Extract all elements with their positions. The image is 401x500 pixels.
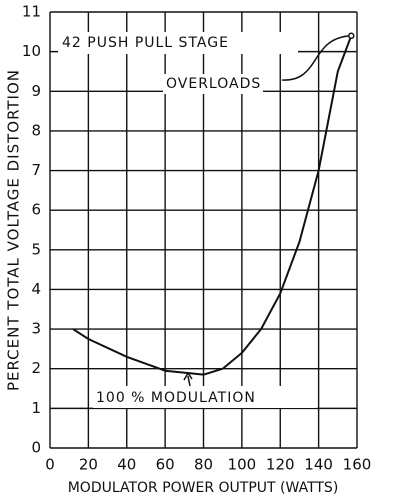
x-tick-label: 100 <box>228 456 257 474</box>
y-tick-label: 11 <box>22 3 41 21</box>
annotation-arrow <box>183 371 193 387</box>
y-tick-label: 4 <box>31 280 41 298</box>
x-tick-label: 120 <box>266 456 295 474</box>
x-tick-label: 140 <box>304 456 333 474</box>
annotation-background <box>58 32 298 54</box>
x-axis-label: MODULATOR POWER OUTPUT (WATTS) <box>68 480 339 496</box>
annotation-arrow <box>281 35 349 81</box>
data-line <box>72 35 353 376</box>
y-tick-label: 3 <box>31 320 41 338</box>
y-tick-label: 8 <box>31 121 41 139</box>
y-tick-label: 9 <box>31 82 41 100</box>
x-tick-label: 60 <box>156 456 175 474</box>
y-tick-label: 10 <box>22 42 41 60</box>
y-tick-label: 5 <box>31 240 41 258</box>
annotation: 42 PUSH PULL STAGE <box>62 35 229 51</box>
annotation: OVERLOADS <box>166 76 261 92</box>
x-tick-label: 40 <box>117 456 136 474</box>
annotation: 100 % MODULATION <box>96 390 256 406</box>
y-tick-label: 1 <box>31 399 41 417</box>
y-tick-label: 2 <box>31 359 41 377</box>
y-tick-label: 7 <box>31 161 41 179</box>
x-tick-label: 160 <box>343 456 372 474</box>
x-tick-label: 0 <box>45 456 55 474</box>
y-axis-label: PERCENT TOTAL VOLTAGE DISTORTION <box>5 69 23 391</box>
y-tick-label: 0 <box>31 439 41 457</box>
x-tick-label: 80 <box>194 456 213 474</box>
annotation-background <box>93 386 317 408</box>
end-point <box>347 32 355 40</box>
y-tick-label: 6 <box>31 201 41 219</box>
annotation-background <box>163 74 263 94</box>
x-tick-label: 20 <box>79 456 98 474</box>
